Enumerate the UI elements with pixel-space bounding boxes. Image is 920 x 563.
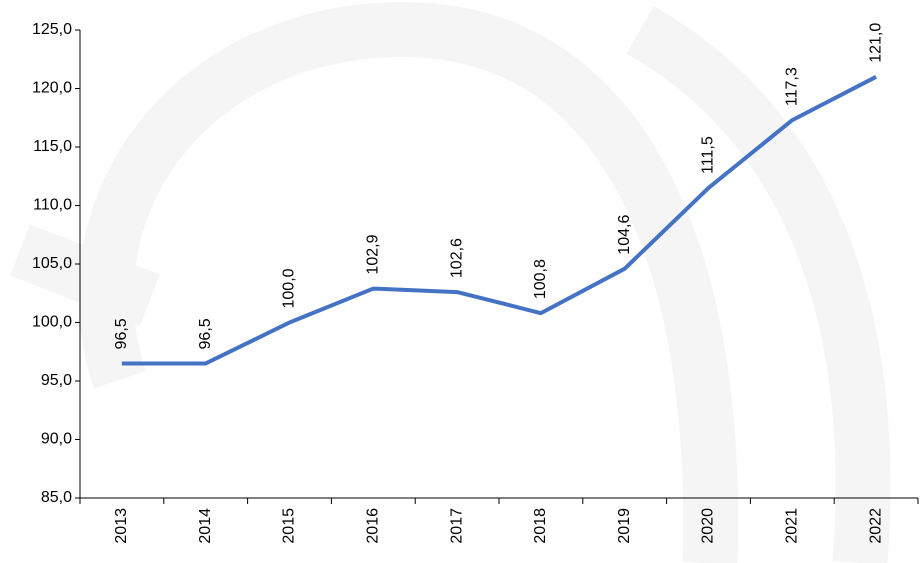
data-label: 102,9 xyxy=(365,234,382,274)
x-tick-label: 2017 xyxy=(448,508,465,544)
x-tick-label: 2021 xyxy=(784,508,801,544)
y-tick-label: 125,0 xyxy=(32,21,72,38)
y-tick-label: 115,0 xyxy=(33,138,72,155)
x-tick-label: 2022 xyxy=(867,508,884,544)
data-label: 104,6 xyxy=(616,215,633,255)
x-tick-label: 2019 xyxy=(616,508,633,544)
data-label: 100,8 xyxy=(532,259,549,299)
data-label: 117,3 xyxy=(784,67,801,106)
x-tick-label: 2013 xyxy=(113,508,130,544)
y-tick-label: 120,0 xyxy=(32,80,72,97)
data-label: 96,5 xyxy=(197,318,214,349)
data-label: 111,5 xyxy=(700,136,717,174)
data-label: 102,6 xyxy=(448,238,465,278)
x-tick-label: 2016 xyxy=(365,508,382,544)
y-tick-label: 105,0 xyxy=(32,255,72,272)
x-tick-label: 2014 xyxy=(197,508,214,544)
x-tick-label: 2018 xyxy=(532,508,549,544)
line-series xyxy=(121,75,878,366)
watermark xyxy=(10,2,891,563)
y-tick-label: 110,0 xyxy=(33,197,72,214)
y-tick-label: 100,0 xyxy=(32,314,72,331)
y-tick-label: 95,0 xyxy=(41,372,72,389)
data-label: 121,0 xyxy=(867,23,884,63)
data-label: 100,0 xyxy=(281,268,298,308)
x-tick-label: 2020 xyxy=(700,508,717,544)
y-tick-label: 90,0 xyxy=(41,431,72,448)
data-label: 96,5 xyxy=(113,318,130,349)
x-tick-label: 2015 xyxy=(281,508,298,544)
y-tick-label: 85,0 xyxy=(41,489,72,506)
